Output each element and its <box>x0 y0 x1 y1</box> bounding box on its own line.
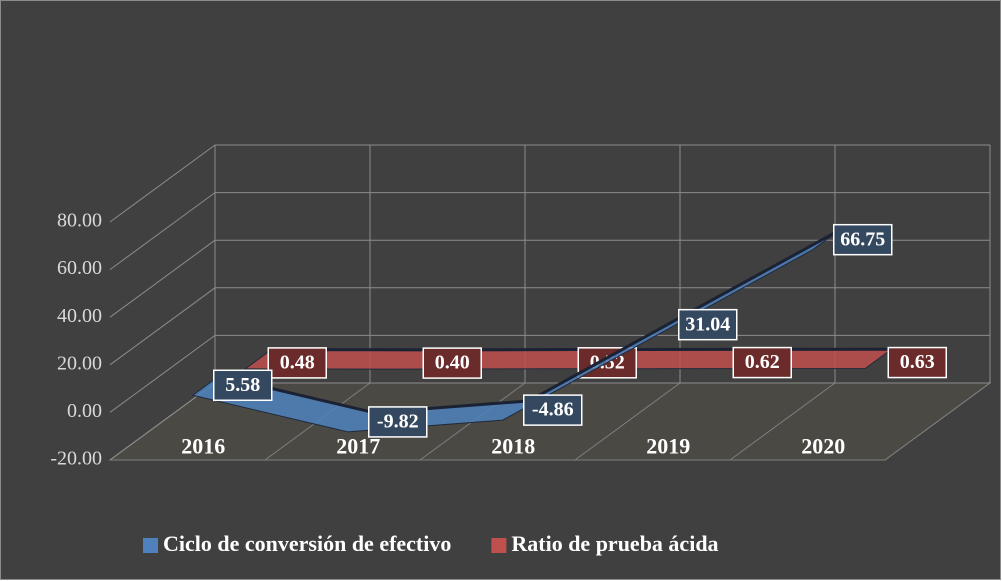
floor-line <box>574 382 681 461</box>
legend-swatch <box>143 538 158 553</box>
data-label: 0.62 <box>745 351 780 373</box>
data-label-box <box>887 346 947 379</box>
side-grid-line <box>109 334 216 413</box>
data-label: 5.58 <box>225 374 260 396</box>
data-label: -9.82 <box>377 411 419 433</box>
y-tick-label: 0.00 <box>67 400 102 422</box>
y-tick-label: 60.00 <box>57 257 102 279</box>
data-label: 0.40 <box>435 352 470 374</box>
data-label-box <box>678 308 738 341</box>
side-grid-line <box>109 239 216 318</box>
data-label-box <box>833 223 893 256</box>
data-label-box <box>732 346 792 379</box>
x-tick-label: 2018 <box>491 433 535 458</box>
data-label: 0.63 <box>900 351 935 373</box>
y-tick-label: 80.00 <box>57 210 102 232</box>
x-tick-label: 2020 <box>801 433 845 458</box>
data-label-box <box>213 369 273 402</box>
floor-line <box>884 382 991 461</box>
x-tick-label: 2017 <box>336 433 380 458</box>
legend-swatch <box>491 538 507 553</box>
data-label: 66.75 <box>840 228 885 250</box>
side-grid-line <box>109 192 216 271</box>
y-tick-label: -20.00 <box>50 448 102 470</box>
data-label-box <box>267 347 327 379</box>
legend-label: Ratio de prueba ácida <box>511 531 718 556</box>
legend-label: Ciclo de conversión de efectivo <box>163 531 451 556</box>
x-tick-label: 2019 <box>646 433 690 458</box>
x-tick-label: 2016 <box>181 433 225 458</box>
side-grid-line <box>109 287 216 366</box>
data-label-box <box>422 347 482 379</box>
y-tick-label: 20.00 <box>57 352 102 374</box>
floor-line <box>729 382 836 461</box>
data-label: 0.48 <box>280 352 315 374</box>
data-label-box <box>523 394 583 426</box>
line-ribbon <box>243 348 894 370</box>
data-label: -4.86 <box>532 399 574 421</box>
side-grid-line <box>109 144 216 223</box>
data-label-box <box>368 406 428 438</box>
data-label: 31.04 <box>685 313 730 335</box>
y-tick-label: 40.00 <box>57 305 102 327</box>
